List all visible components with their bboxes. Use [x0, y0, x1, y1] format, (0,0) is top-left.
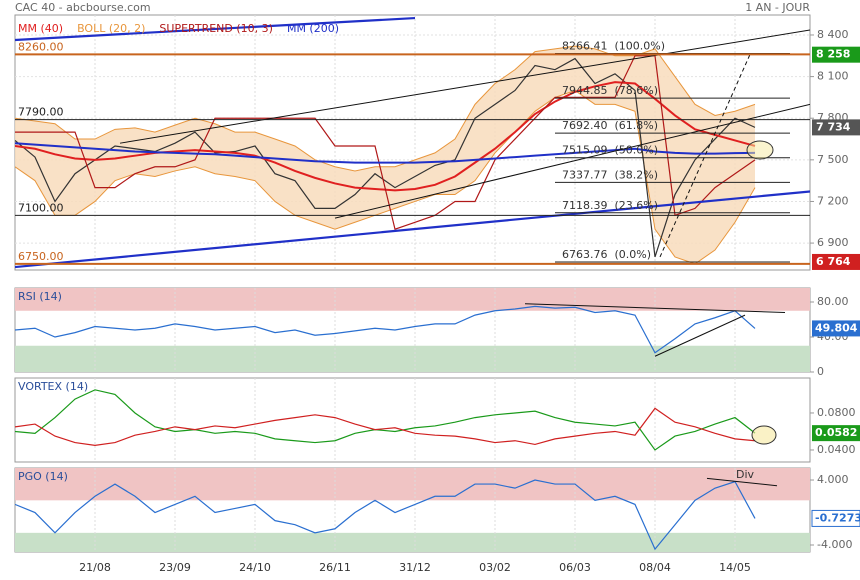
x-tick-label: 21/08 [79, 561, 111, 574]
fib-label: 7337.77 (38.2%) [562, 168, 658, 181]
band-upper [15, 45, 756, 172]
zone [15, 468, 810, 501]
value-badge [812, 320, 860, 337]
legend-entry: SUPERTREND (10, 3) [159, 22, 273, 35]
level-label: 7790.00 [18, 106, 64, 119]
value-badge-label: 49.804 [815, 321, 858, 334]
value-badge-label: -0.7273 [815, 511, 860, 524]
price-badge-label: 8 258 [816, 48, 850, 61]
x-tick-label: 24/10 [239, 561, 271, 574]
y-tick-label: -4.000 [817, 538, 852, 551]
panel-background [14, 377, 811, 463]
trendline [524, 303, 786, 313]
zone [15, 288, 810, 311]
zone [15, 345, 810, 372]
band-lower [15, 89, 756, 265]
series-line [15, 389, 756, 451]
x-tick-label: 26/11 [319, 561, 351, 574]
trendline [706, 477, 778, 487]
zone [15, 532, 810, 552]
fib-label: 7118.39 (23.6%) [562, 199, 658, 212]
y-tick-label: 80.00 [817, 295, 849, 308]
x-tick-label: 08/04 [639, 561, 671, 574]
value-badge-label: 0.0582 [815, 426, 857, 439]
level-label: 8260.00 [18, 40, 64, 53]
band-area [15, 46, 755, 264]
fib-label: 6763.76 (0.0%) [562, 248, 651, 261]
panel-plot [15, 288, 810, 372]
panel-title: VORTEX (14) [18, 380, 88, 393]
y-tick-label: 0.0400 [817, 443, 856, 456]
series-line [15, 479, 756, 551]
level-label: 7100.00 [18, 201, 64, 214]
trendline [659, 54, 751, 258]
y-tick-label: 7 200 [817, 194, 849, 207]
highlight [746, 140, 774, 160]
y-tick-label: 8 100 [817, 70, 849, 83]
highlight [751, 425, 777, 445]
trendline [334, 103, 810, 219]
price-badge-label: 7 734 [816, 120, 851, 133]
panel-plot [15, 378, 756, 462]
price-badge [812, 46, 860, 63]
annotation: Div [736, 468, 755, 481]
series-line [15, 407, 756, 446]
panel-title: PGO (14) [18, 470, 68, 483]
chart-title: CAC 40 - abcbourse.com [15, 1, 151, 14]
price-badge [812, 253, 860, 270]
y-tick-label: 7 500 [817, 153, 849, 166]
price-badge [812, 119, 860, 136]
legend-entry: MM (200) [287, 22, 339, 35]
x-tick-label: 23/09 [159, 561, 191, 574]
panel-title: RSI (14) [18, 290, 62, 303]
series-line [15, 142, 756, 164]
legend-entry: BOLL (20, 2) [77, 22, 145, 35]
trendline [15, 190, 810, 269]
value-badge [811, 509, 860, 527]
x-tick-label: 03/02 [479, 561, 511, 574]
trendline [15, 16, 416, 42]
y-tick-label: 0.0800 [817, 406, 856, 419]
chart-subtitle: 1 AN - JOUR [745, 1, 810, 14]
fib-label: 7692.40 (61.8%) [562, 119, 658, 132]
value-badge [812, 425, 860, 442]
trendline [654, 314, 746, 357]
trendline [119, 29, 810, 144]
x-tick-label: 31/12 [399, 561, 431, 574]
y-tick-label: 6 900 [817, 236, 849, 249]
fib-label: 7515.09 (50.0%) [562, 144, 658, 157]
x-tick-label: 14/05 [719, 561, 751, 574]
fib-label: 8266.41 (100.0%) [562, 40, 665, 53]
series-line [15, 55, 756, 230]
y-tick-label: 4.000 [817, 473, 849, 486]
y-tick-label: 0 [817, 365, 824, 378]
x-tick-label: 06/03 [559, 561, 591, 574]
series-line [15, 57, 756, 258]
panel-plot [15, 468, 810, 552]
price-badge-label: 6 764 [816, 255, 851, 268]
series-line [15, 305, 756, 354]
legend-entry: MM (40) [18, 22, 63, 35]
level-label: 6750.00 [18, 250, 64, 263]
fib-label: 7944.85 (78.6%) [562, 84, 658, 97]
y-tick-label: 8 400 [817, 28, 849, 41]
